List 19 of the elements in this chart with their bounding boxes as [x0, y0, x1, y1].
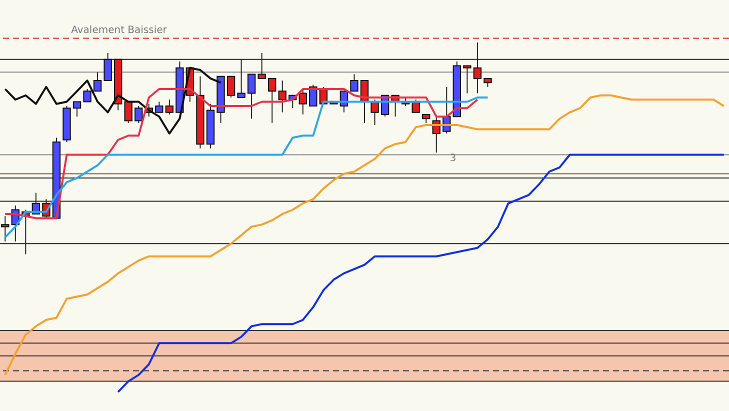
candlestick	[83, 88, 92, 102]
candlestick	[155, 101, 164, 113]
annotation: 3	[450, 153, 456, 164]
candlestick	[93, 72, 102, 92]
candlestick	[124, 101, 132, 124]
candlestick	[350, 74, 358, 92]
candlestick	[412, 99, 420, 113]
text: Avalement Baissier	[71, 25, 168, 36]
candlestick	[309, 84, 318, 106]
candlestick	[278, 80, 286, 113]
candlestick	[298, 88, 307, 115]
candlestick	[268, 78, 276, 124]
candlestick	[226, 76, 236, 98]
candlestick	[72, 101, 82, 118]
candlestick	[165, 99, 174, 115]
candlestick	[247, 74, 256, 120]
candlestick	[370, 99, 379, 126]
candlestick	[463, 65, 472, 94]
candlestick	[134, 105, 143, 124]
